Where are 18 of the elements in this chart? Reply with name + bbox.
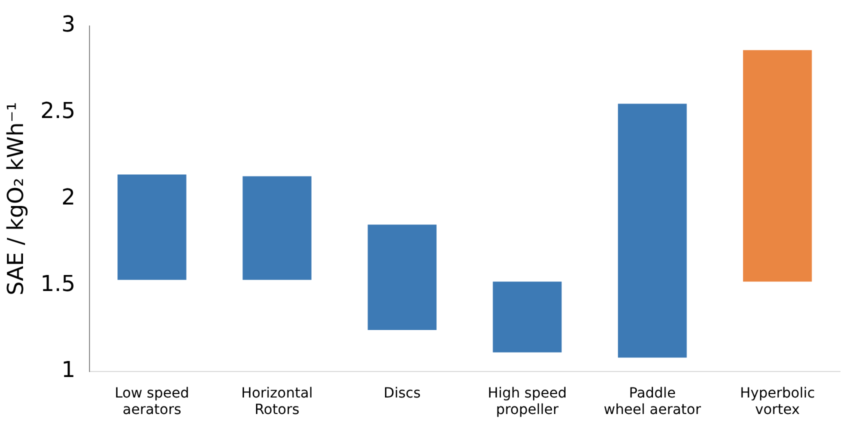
y-tick-label: 2	[61, 185, 76, 210]
y-tick-label: 1	[61, 358, 76, 384]
x-tick-label: Low speed aerators	[114, 385, 190, 418]
bar	[368, 224, 437, 330]
y-tick-label: 1.5	[40, 272, 76, 297]
y-tick-label: 2.5	[40, 99, 76, 124]
y-tick-label: 3	[61, 12, 76, 38]
x-tick-label: Paddle wheel aerator	[604, 385, 702, 418]
x-tick-label: Hyperbolic vortex	[740, 385, 815, 418]
y-axis-title: SAE / kgO₂ kWh⁻¹	[4, 102, 29, 296]
x-tick-label: High speed propeller	[488, 385, 567, 418]
x-tick-label: Discs	[384, 385, 421, 402]
bar	[492, 282, 562, 352]
bar	[242, 176, 312, 280]
x-tick-label: Horizontal Rotors	[241, 385, 313, 418]
bar	[618, 104, 687, 358]
bar	[743, 50, 812, 282]
bar	[118, 174, 186, 280]
